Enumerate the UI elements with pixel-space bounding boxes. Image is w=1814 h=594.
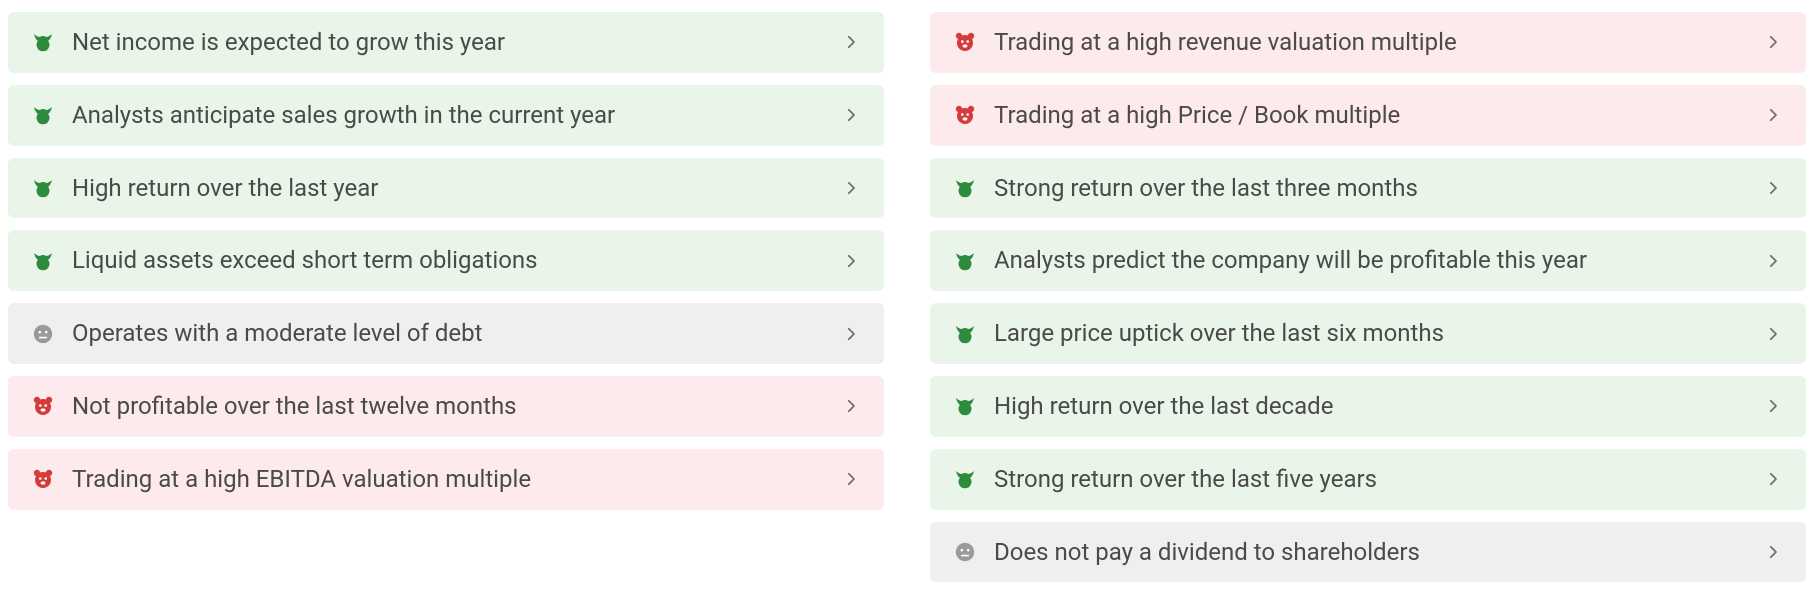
insight-label: Trading at a high Price / Book multiple — [994, 101, 1762, 130]
chevron-right-icon — [1762, 31, 1784, 53]
bull-icon — [30, 175, 56, 201]
chevron-right-icon — [840, 323, 862, 345]
bull-icon — [952, 321, 978, 347]
bear-icon — [30, 393, 56, 419]
chevron-right-icon — [1762, 104, 1784, 126]
chevron-right-icon — [1762, 395, 1784, 417]
chevron-right-icon — [1762, 250, 1784, 272]
insight-item[interactable]: Trading at a high revenue valuation mult… — [930, 12, 1806, 73]
bull-icon — [952, 393, 978, 419]
insight-label: High return over the last decade — [994, 392, 1762, 421]
insight-label: Large price uptick over the last six mon… — [994, 319, 1762, 348]
insight-label: Net income is expected to grow this year — [72, 28, 840, 57]
chevron-right-icon — [840, 177, 862, 199]
insight-item[interactable]: Strong return over the last three months — [930, 158, 1806, 219]
insight-item[interactable]: High return over the last year — [8, 158, 884, 219]
chevron-right-icon — [840, 31, 862, 53]
insight-item[interactable]: Trading at a high EBITDA valuation multi… — [8, 449, 884, 510]
insight-item[interactable]: Net income is expected to grow this year — [8, 12, 884, 73]
insight-label: Not profitable over the last twelve mont… — [72, 392, 840, 421]
insight-item[interactable]: Large price uptick over the last six mon… — [930, 303, 1806, 364]
bull-icon — [30, 29, 56, 55]
chevron-right-icon — [840, 104, 862, 126]
insight-item[interactable]: Operates with a moderate level of debt — [8, 303, 884, 364]
insight-label: Operates with a moderate level of debt — [72, 319, 840, 348]
bull-icon — [30, 102, 56, 128]
chevron-right-icon — [1762, 468, 1784, 490]
insight-item[interactable]: Analysts anticipate sales growth in the … — [8, 85, 884, 146]
left-column: Net income is expected to grow this year… — [8, 12, 884, 582]
right-column: Trading at a high revenue valuation mult… — [930, 12, 1806, 582]
insight-label: High return over the last year — [72, 174, 840, 203]
insight-item[interactable]: Not profitable over the last twelve mont… — [8, 376, 884, 437]
insight-item[interactable]: High return over the last decade — [930, 376, 1806, 437]
bull-icon — [952, 248, 978, 274]
insight-label: Analysts predict the company will be pro… — [994, 246, 1762, 275]
insight-item[interactable]: Strong return over the last five years — [930, 449, 1806, 510]
insight-label: Liquid assets exceed short term obligati… — [72, 246, 840, 275]
due-diligence-columns: Net income is expected to grow this year… — [8, 12, 1806, 582]
insight-label: Strong return over the last five years — [994, 465, 1762, 494]
neutral-icon — [30, 321, 56, 347]
insight-label: Trading at a high EBITDA valuation multi… — [72, 465, 840, 494]
bull-icon — [30, 248, 56, 274]
bull-icon — [952, 466, 978, 492]
insight-item[interactable]: Liquid assets exceed short term obligati… — [8, 230, 884, 291]
chevron-right-icon — [840, 468, 862, 490]
bull-icon — [952, 175, 978, 201]
neutral-icon — [952, 539, 978, 565]
chevron-right-icon — [1762, 541, 1784, 563]
insight-label: Analysts anticipate sales growth in the … — [72, 101, 840, 130]
insight-label: Does not pay a dividend to shareholders — [994, 538, 1762, 567]
chevron-right-icon — [1762, 323, 1784, 345]
bear-icon — [30, 466, 56, 492]
insight-item[interactable]: Trading at a high Price / Book multiple — [930, 85, 1806, 146]
chevron-right-icon — [1762, 177, 1784, 199]
insight-item[interactable]: Does not pay a dividend to shareholders — [930, 522, 1806, 583]
chevron-right-icon — [840, 395, 862, 417]
chevron-right-icon — [840, 250, 862, 272]
bear-icon — [952, 29, 978, 55]
bear-icon — [952, 102, 978, 128]
insight-label: Strong return over the last three months — [994, 174, 1762, 203]
insight-item[interactable]: Analysts predict the company will be pro… — [930, 230, 1806, 291]
insight-label: Trading at a high revenue valuation mult… — [994, 28, 1762, 57]
